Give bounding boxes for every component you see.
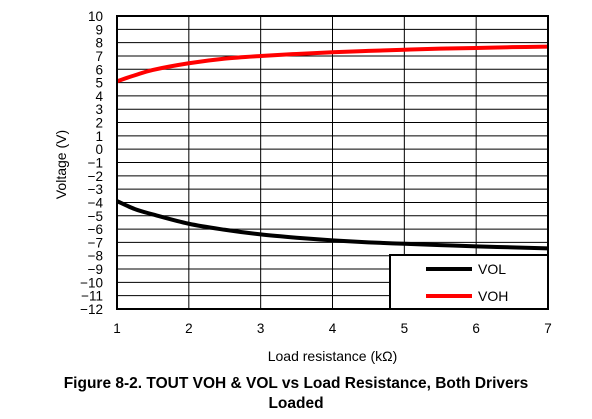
caption-line-2: Loaded	[268, 395, 324, 412]
x-tick-label: 3	[257, 321, 265, 336]
series-line-vol	[116, 199, 549, 251]
y-tick-label: −6	[88, 222, 103, 237]
y-tick-label: −10	[80, 275, 103, 290]
y-tick-label: 7	[95, 49, 103, 64]
y-tick-label: −2	[88, 169, 103, 184]
y-tick-label: 5	[95, 76, 103, 91]
y-tick-label: 8	[95, 36, 103, 51]
y-axis-title: Voltage (V)	[53, 130, 69, 199]
y-tick-label: 2	[95, 116, 103, 131]
y-tick-label: −9	[88, 262, 103, 277]
x-tick-label: 5	[401, 321, 409, 336]
x-tick-label: 1	[113, 321, 121, 336]
y-tick-label: 0	[95, 142, 103, 157]
y-tick-label: 9	[95, 22, 103, 37]
y-tick-label: −5	[88, 209, 103, 224]
x-tick-label: 2	[185, 321, 193, 336]
plot-frame	[116, 15, 549, 310]
x-tick-label: 6	[472, 321, 480, 336]
y-tick-label: 6	[95, 62, 103, 77]
legend: VOL VOH	[389, 254, 549, 310]
legend-label-vol: VOL	[478, 261, 506, 277]
series-lines	[116, 44, 549, 251]
y-tick-label: −11	[81, 289, 103, 304]
y-tick-label: 3	[95, 102, 103, 117]
y-tick-label: 1	[95, 129, 103, 144]
caption-line-1: Figure 8-2. TOUT VOH & VOL vs Load Resis…	[63, 375, 529, 392]
y-tick-label: −3	[88, 182, 103, 197]
y-tick-label: −8	[88, 249, 103, 264]
y-tick-label: −1	[88, 156, 103, 171]
x-tick-label: 4	[329, 321, 337, 336]
series-line-voh	[116, 44, 549, 84]
y-tick-label: −7	[88, 235, 103, 250]
x-tick-labels: 1 2 3 4 5 6 7	[113, 321, 552, 336]
x-tick-label: 7	[544, 321, 552, 336]
legend-label-voh: VOH	[478, 288, 508, 304]
x-axis-title: Load resistance (kΩ)	[268, 348, 398, 364]
grid	[117, 16, 548, 309]
y-tick-label: −4	[88, 195, 104, 210]
legend-box	[389, 254, 549, 310]
y-tick-label: −12	[80, 302, 103, 317]
figure-caption: Figure 8-2. TOUT VOH & VOL vs Load Resis…	[0, 374, 592, 414]
y-tick-label: 4	[95, 89, 103, 104]
y-tick-label: 10	[88, 9, 103, 24]
